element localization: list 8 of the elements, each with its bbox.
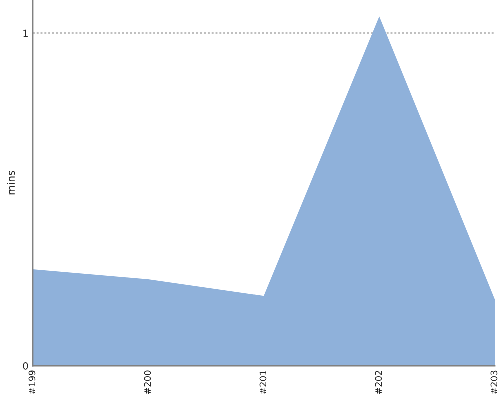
x-tick-label: #203 xyxy=(490,370,498,394)
x-tick-label: #201 xyxy=(260,371,267,394)
y-axis-title: mins xyxy=(7,170,16,195)
x-tick-label: #199 xyxy=(28,370,36,394)
x-tick-label: #200 xyxy=(144,370,152,394)
y-tick-label: 0 xyxy=(23,362,28,370)
x-tick-label: #202 xyxy=(375,371,382,394)
y-tick-label: 1 xyxy=(24,30,28,37)
